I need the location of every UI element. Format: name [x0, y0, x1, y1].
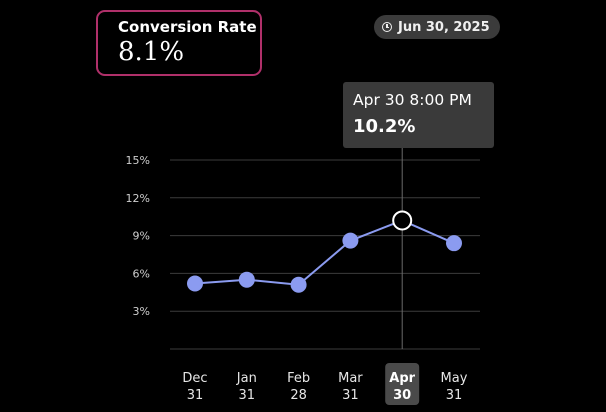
x-tick-label-month: May [441, 371, 468, 386]
x-tick-label-month: Feb [287, 371, 310, 386]
data-points [187, 210, 462, 293]
metric-title: Conversion Rate [118, 18, 257, 36]
y-tick-label: 6% [133, 267, 150, 280]
series-path [194, 219, 455, 286]
x-tick-label-day: 31 [239, 388, 256, 403]
series-line [194, 219, 455, 286]
x-tick-label-month: Jan [236, 371, 257, 386]
data-tooltip: Apr 30 8:00 PM 10.2% [343, 82, 494, 148]
x-tick-label-month: Mar [338, 371, 363, 386]
data-point [290, 276, 307, 293]
y-axis-tick-labels: 3% 6% 9% 12% 15% [126, 154, 150, 318]
y-tick-label: 9% [133, 230, 150, 243]
y-tick-label: 3% [133, 305, 150, 318]
x-tick-label-day: 30 [393, 388, 411, 403]
data-point [342, 232, 359, 249]
tooltip-value: 10.2% [353, 116, 416, 137]
x-tick-label-day: 28 [290, 388, 307, 403]
grid-lines [170, 159, 480, 350]
y-tick-label: 12% [126, 192, 150, 205]
x-tick-label-day: 31 [342, 388, 359, 403]
x-tick-label-month: Apr [389, 371, 415, 386]
y-tick-label: 15% [126, 154, 150, 167]
data-point [446, 235, 462, 252]
x-axis-category-labels: Dec 31 Jan 31 Feb 28 Mar 31 Apr 30 May 31 [182, 363, 468, 405]
data-point-highlighted [392, 210, 413, 231]
data-point [238, 271, 255, 288]
metric-value: 8.1% [118, 37, 185, 67]
date-label: Jun 30, 2025 [398, 19, 490, 35]
x-tick-label-month: Dec [182, 371, 207, 386]
date-badge[interactable]: Jun 30, 2025 [374, 15, 500, 39]
active-category-badge [385, 363, 420, 405]
conversion-rate-card[interactable]: Conversion Rate 8.1% [96, 10, 262, 76]
clock-icon [382, 22, 392, 32]
x-tick-label-day: 31 [187, 388, 204, 403]
tooltip-time: Apr 30 8:00 PM [353, 91, 472, 109]
x-tick-label-day: 31 [446, 388, 463, 403]
data-point [187, 275, 203, 292]
